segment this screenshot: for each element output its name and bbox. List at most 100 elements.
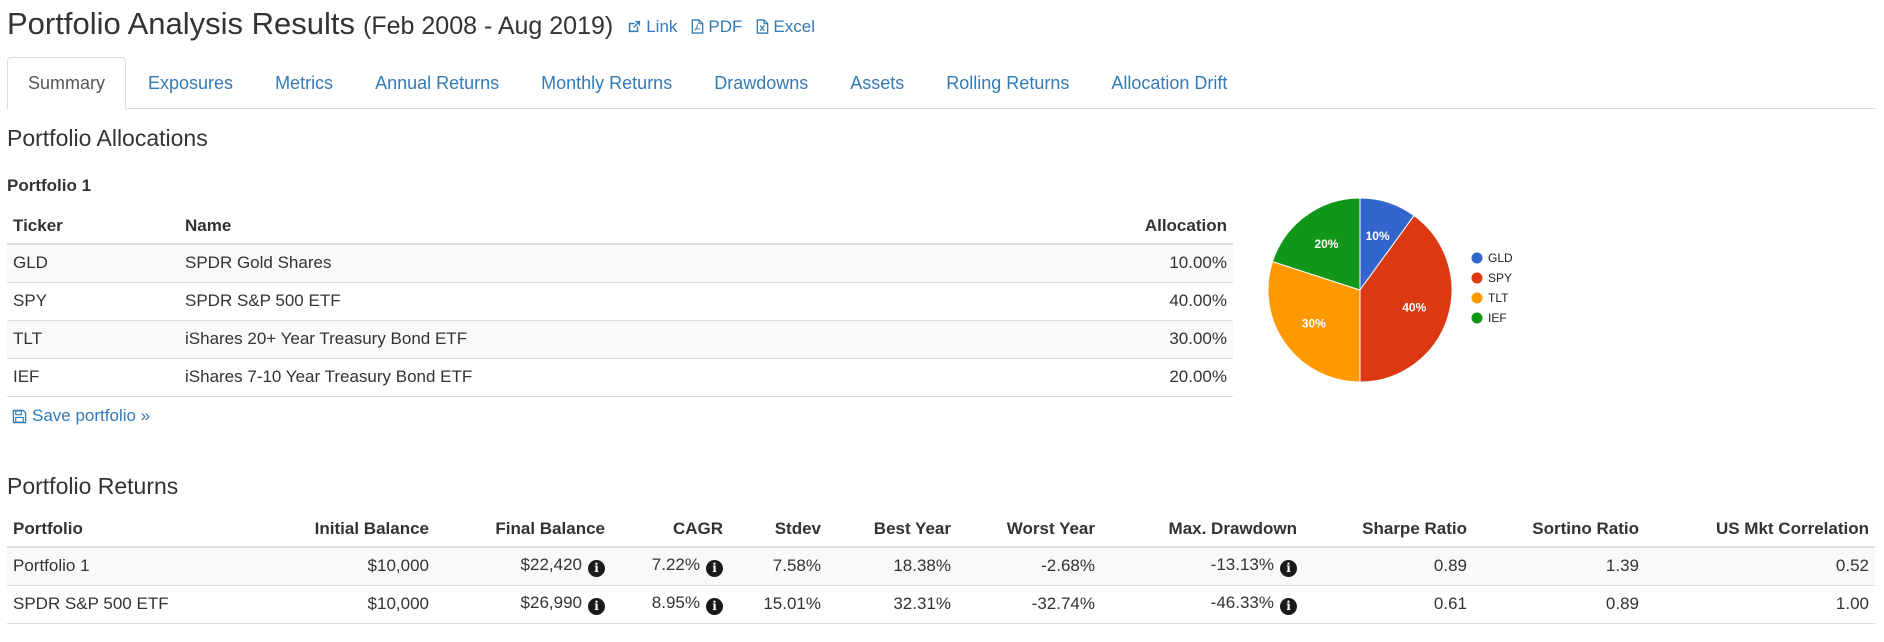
- legend-marker: [1471, 312, 1483, 324]
- name-cell: iShares 7-10 Year Treasury Bond ETF: [179, 357, 981, 397]
- max-drawdown-cell: -46.33% i: [1101, 584, 1303, 624]
- link-label: Link: [646, 16, 678, 36]
- best-year-cell: 32.31%: [827, 584, 957, 624]
- info-icon[interactable]: i: [706, 560, 723, 578]
- legend-marker: [1471, 252, 1483, 264]
- legend-label: IEF: [1488, 311, 1507, 325]
- pdf-label: PDF: [708, 16, 743, 36]
- col-sortino-ratio: Sortino Ratio: [1473, 511, 1645, 548]
- date-range: (Feb 2008 - Aug 2019): [363, 12, 614, 40]
- page-title: Portfolio Analysis Results: [7, 6, 356, 41]
- max-drawdown-value: -46.33%: [1210, 593, 1274, 612]
- name-cell: iShares 20+ Year Treasury Bond ETF: [179, 319, 981, 358]
- max-drawdown-cell: -13.13% i: [1101, 546, 1303, 585]
- table-header-row: Ticker Name Allocation: [7, 208, 1233, 245]
- tab-annual-returns[interactable]: Annual Returns: [375, 72, 500, 93]
- info-icon[interactable]: i: [1280, 598, 1297, 615]
- final-balance-value: $26,990: [520, 593, 582, 612]
- cagr-cell: 7.22% i: [611, 546, 729, 585]
- returns-table: Portfolio Initial Balance Final Balance …: [7, 511, 1875, 624]
- allocation-cell: 30.00%: [980, 319, 1233, 358]
- final-balance-cell: $26,990 i: [435, 584, 611, 624]
- info-icon[interactable]: i: [588, 560, 605, 578]
- sharpe-ratio-cell: 0.61: [1303, 584, 1473, 624]
- pie-slice-ief: [1271, 197, 1361, 291]
- best-year-cell: 18.38%: [827, 546, 957, 585]
- allocation-pie-chart: 10% 40% 30% 20% GLD SPY TLT IEF: [1267, 197, 1513, 383]
- sortino-ratio-cell: 1.39: [1473, 546, 1645, 585]
- allocation-cell: 10.00%: [980, 243, 1233, 282]
- excel-button[interactable]: Excel: [756, 17, 815, 37]
- ticker-cell: IEF: [7, 357, 179, 397]
- col-cagr: CAGR: [611, 511, 729, 548]
- col-max-drawdown: Max. Drawdown: [1101, 511, 1303, 548]
- save-portfolio-link[interactable]: Save portfolio »: [12, 406, 150, 426]
- ticker-cell: GLD: [7, 243, 179, 282]
- pie-slice-label: 40%: [1402, 301, 1426, 315]
- cagr-value: 7.22%: [651, 555, 700, 575]
- table-row: GLD SPDR Gold Shares 10.00%: [7, 243, 1233, 282]
- col-stdev: Stdev: [729, 511, 827, 548]
- pie-slice-tlt: [1267, 260, 1361, 383]
- tab-monthly-returns[interactable]: Monthly Returns: [541, 72, 673, 93]
- col-portfolio: Portfolio: [7, 511, 207, 548]
- legend-marker: [1471, 272, 1483, 284]
- col-us-mkt-correlation: US Mkt Correlation: [1645, 511, 1875, 548]
- us-mkt-correlation-cell: 1.00: [1645, 584, 1875, 624]
- max-drawdown-value: -13.13%: [1210, 555, 1274, 575]
- save-portfolio-label: Save portfolio »: [32, 406, 151, 425]
- table-row: SPY SPDR S&P 500 ETF 40.00%: [7, 281, 1233, 320]
- legend-label: SPY: [1488, 271, 1512, 285]
- allocation-table: Ticker Name Allocation GLD SPDR Gold Sha…: [7, 208, 1233, 397]
- tab-drawdowns[interactable]: Drawdowns: [714, 72, 809, 93]
- info-icon[interactable]: i: [1280, 560, 1297, 578]
- col-name: Name: [179, 208, 981, 245]
- excel-file-icon: [757, 19, 769, 34]
- tab-allocation-drift[interactable]: Allocation Drift: [1111, 72, 1228, 93]
- initial-balance-cell: $10,000: [207, 546, 435, 585]
- sharpe-ratio-cell: 0.89: [1303, 546, 1473, 585]
- results-tabs: Summary Exposures Metrics Annual Returns…: [7, 57, 1875, 110]
- col-worst-year: Worst Year: [957, 511, 1101, 548]
- final-balance-cell: $22,420 i: [435, 546, 611, 585]
- pie-slice-label: 10%: [1366, 229, 1390, 243]
- stdev-cell: 7.58%: [729, 546, 827, 585]
- us-mkt-correlation-cell: 0.52: [1645, 546, 1875, 585]
- info-icon[interactable]: i: [706, 598, 723, 615]
- table-row: IEF iShares 7-10 Year Treasury Bond ETF …: [7, 357, 1233, 397]
- tab-exposures[interactable]: Exposures: [148, 72, 234, 93]
- name-cell: SPDR Gold Shares: [179, 243, 981, 282]
- tab-metrics[interactable]: Metrics: [275, 72, 334, 93]
- table-header-row: Portfolio Initial Balance Final Balance …: [7, 511, 1875, 548]
- col-final-balance: Final Balance: [435, 511, 611, 548]
- link-button[interactable]: Link: [627, 17, 677, 37]
- tab-rolling-returns[interactable]: Rolling Returns: [946, 72, 1070, 93]
- page-header: Portfolio Analysis Results (Feb 2008 - A…: [7, 6, 815, 50]
- portfolio-name: Portfolio 1: [7, 176, 92, 195]
- ticker-cell: TLT: [7, 319, 179, 358]
- save-icon: [12, 409, 27, 423]
- pdf-button[interactable]: PDF: [691, 17, 742, 37]
- pie-slice-spy: [1359, 214, 1453, 383]
- info-icon[interactable]: i: [588, 598, 605, 615]
- tab-assets[interactable]: Assets: [850, 72, 905, 93]
- col-ticker: Ticker: [7, 208, 179, 245]
- col-sharpe-ratio: Sharpe Ratio: [1303, 511, 1473, 548]
- table-row: TLT iShares 20+ Year Treasury Bond ETF 3…: [7, 319, 1233, 358]
- allocation-cell: 20.00%: [980, 357, 1233, 397]
- external-link-icon: [629, 20, 641, 33]
- table-row: Portfolio 1 $10,000 $22,420 i 7.22% i 7.58…: [7, 546, 1875, 585]
- legend-label: TLT: [1488, 291, 1509, 305]
- legend-marker: [1471, 292, 1483, 304]
- pie-slice-label: 30%: [1302, 317, 1326, 331]
- name-cell: SPDR S&P 500 ETF: [179, 281, 981, 320]
- cagr-value: 8.95%: [651, 593, 700, 612]
- portfolio-cell: Portfolio 1: [7, 546, 207, 585]
- legend-label: GLD: [1488, 251, 1513, 265]
- tab-summary[interactable]: Summary: [7, 57, 127, 110]
- portfolio-cell: SPDR S&P 500 ETF: [7, 584, 207, 624]
- col-initial-balance: Initial Balance: [207, 511, 435, 548]
- cagr-cell: 8.95% i: [611, 584, 729, 624]
- stdev-cell: 15.01%: [729, 584, 827, 624]
- sortino-ratio-cell: 0.89: [1473, 584, 1645, 624]
